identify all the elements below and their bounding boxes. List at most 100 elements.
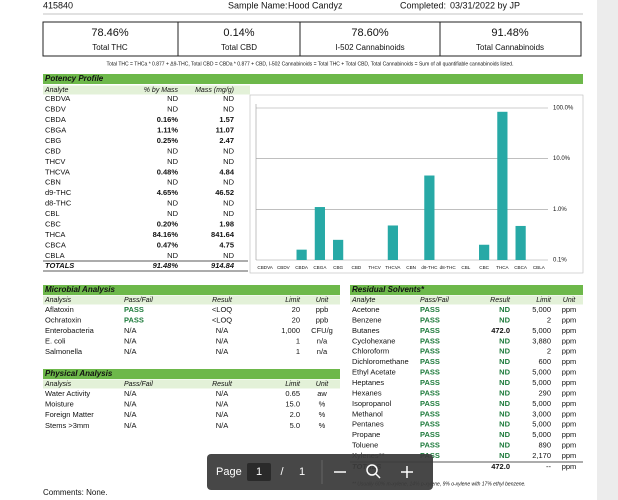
bar — [333, 239, 344, 260]
cell: % — [319, 400, 326, 409]
completed-date: 03/31/2022 by JP — [450, 0, 520, 10]
column-header: Result — [212, 381, 233, 388]
cell: 1 — [296, 347, 300, 356]
cell: PASS — [420, 315, 440, 324]
cell: % — [319, 410, 326, 419]
summary-label: Total THC — [92, 43, 128, 52]
cell: N/A — [124, 336, 137, 345]
summary-label: Total CBD — [221, 43, 257, 52]
row-label: Foreign Matter — [45, 410, 94, 419]
section-bar — [350, 285, 583, 295]
page-label: Page — [216, 466, 242, 478]
cell: ppm — [562, 368, 577, 377]
cell: 5,000 — [532, 305, 551, 314]
cell: ND — [499, 378, 510, 387]
zoom-in-button[interactable] — [401, 466, 413, 478]
cell: ppm — [562, 347, 577, 356]
zoom-out-button[interactable] — [330, 462, 350, 482]
cell: <LOQ — [212, 315, 232, 324]
summary-value: 0.14% — [223, 27, 254, 39]
row-label: Pentanes — [352, 420, 384, 429]
x-tick-label: THCV — [368, 265, 381, 270]
cell: PASS — [124, 305, 144, 314]
cell: 1.98 — [219, 220, 234, 229]
row-label: CBGA — [45, 125, 66, 134]
cell: <LOQ — [212, 305, 232, 314]
summary-value: 91.48% — [491, 27, 529, 39]
pdf-toolbar: Page 1 / 1 — [207, 454, 433, 490]
cell: CFU/g — [311, 326, 333, 335]
cell: 0.16% — [157, 115, 179, 124]
cell: 2.0 — [290, 410, 300, 419]
column-header: Unit — [316, 381, 330, 388]
row-label: Stems >3mm — [45, 421, 89, 430]
cell: 46.52 — [215, 188, 234, 197]
cell: N/A — [216, 410, 229, 419]
y-tick-label: 0.1% — [553, 258, 567, 264]
zoom-button[interactable] — [366, 464, 381, 479]
cell: 84.16% — [153, 230, 179, 239]
cell: PASS — [420, 357, 440, 366]
cell: 5,000 — [532, 430, 551, 439]
cell: ppm — [562, 441, 577, 450]
row-label: Isopropanol — [352, 399, 392, 408]
cell: ND — [499, 409, 510, 418]
cell: ND — [499, 347, 510, 356]
cell: N/A — [216, 421, 229, 430]
cell: 2 — [547, 347, 551, 356]
completed-label: Completed: — [400, 0, 446, 10]
y-tick-label: 1.0% — [553, 207, 567, 213]
cell: 0.25% — [157, 136, 179, 145]
row-label: Salmonella — [45, 347, 83, 356]
cell: 841.64 — [211, 230, 235, 239]
x-tick-label: d9-THC — [421, 265, 438, 270]
cell: ND — [223, 94, 234, 103]
cell: ppm — [562, 305, 577, 314]
cell: PASS — [420, 378, 440, 387]
cell: ND — [223, 199, 234, 208]
column-header: % by Mass — [144, 87, 179, 94]
cell: ppm — [562, 430, 577, 439]
column-header: Analysis — [44, 297, 72, 304]
summary-box — [42, 21, 582, 57]
page-input[interactable] — [247, 463, 271, 481]
x-tick-label: CBN — [406, 265, 416, 270]
section-title: Physical Analysis — [45, 369, 113, 378]
row-label: Water Activity — [45, 389, 90, 398]
cell: ND — [499, 420, 510, 429]
cell: N/A — [216, 400, 229, 409]
page-number[interactable]: 1 — [256, 466, 262, 478]
cell: 290 — [538, 388, 551, 397]
row-label: THCV — [45, 157, 65, 166]
column-header: Pass/Fail — [420, 297, 449, 304]
row-label: CBLA — [45, 251, 65, 260]
summary-label: I-502 Cannabinoids — [335, 43, 404, 52]
x-tick-label: THCVA — [385, 265, 401, 270]
cell: n/a — [317, 336, 328, 345]
section-bar — [43, 74, 583, 84]
magnifier-handle[interactable] — [375, 473, 381, 479]
row-label: Propane — [352, 430, 380, 439]
cell: ND — [499, 368, 510, 377]
bar — [387, 225, 398, 260]
cell: ND — [167, 104, 178, 113]
cell: ppb — [316, 315, 329, 324]
cell: ND — [499, 336, 510, 345]
cell: ND — [499, 357, 510, 366]
cell: 0.65 — [285, 389, 300, 398]
x-tick-label: CBG — [333, 265, 343, 270]
column-header: Pass/Fail — [124, 381, 153, 388]
row-label: Butanes — [352, 326, 380, 335]
cell: 1 — [296, 336, 300, 345]
row-label: CBG — [45, 136, 61, 145]
cell: PASS — [420, 347, 440, 356]
cell: 3,000 — [532, 409, 551, 418]
cell: PASS — [420, 430, 440, 439]
cell: ND — [167, 251, 178, 260]
magnifier-icon[interactable] — [366, 464, 378, 476]
cell: 20 — [292, 315, 300, 324]
cell: PASS — [420, 336, 440, 345]
totals-cell: 91.48% — [153, 261, 179, 270]
cell: ppm — [562, 451, 577, 460]
page-separator: / — [280, 466, 284, 478]
